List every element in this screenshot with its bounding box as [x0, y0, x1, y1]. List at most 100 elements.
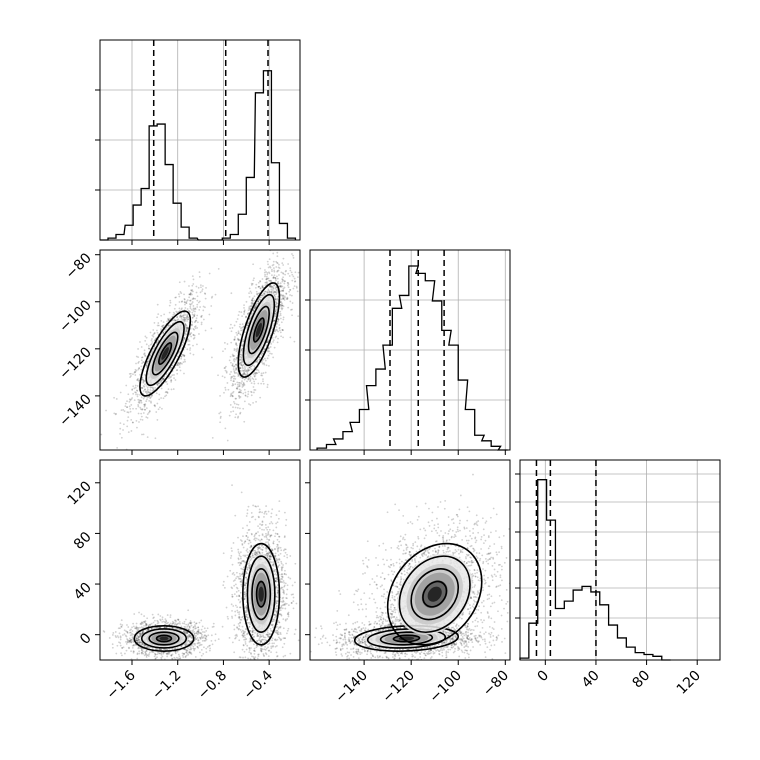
sample-point	[170, 375, 172, 378]
sample-point	[185, 642, 188, 645]
sample-point	[138, 360, 140, 363]
sample-point	[254, 305, 256, 308]
sample-point	[265, 364, 268, 367]
sample-point	[231, 395, 234, 397]
sample-point	[252, 297, 254, 299]
sample-point	[281, 272, 284, 274]
sample-point	[153, 339, 156, 342]
sample-point	[246, 313, 249, 315]
sample-point	[146, 360, 149, 363]
sample-point	[271, 264, 274, 267]
y-tick-label-p0-0: −80	[63, 250, 95, 282]
sample-point	[264, 273, 266, 276]
sample-point	[242, 381, 245, 384]
sample-point	[128, 637, 131, 640]
sample-point	[285, 242, 287, 244]
sample-point	[149, 391, 152, 394]
sample-point	[159, 648, 162, 651]
sample-point	[233, 349, 236, 352]
sample-point	[174, 622, 177, 625]
sample-point	[259, 280, 262, 283]
sample-point	[192, 626, 195, 628]
sample-point	[166, 392, 169, 394]
sample-point	[187, 327, 189, 329]
sample-point	[224, 388, 227, 391]
sample-point	[254, 372, 257, 375]
sample-point	[225, 370, 228, 373]
sample-point	[126, 425, 129, 428]
sample-point	[187, 628, 190, 631]
sample-point	[100, 433, 103, 436]
sample-point	[194, 297, 197, 300]
sample-point	[136, 629, 139, 632]
sample-point	[175, 296, 177, 299]
sample-point	[156, 383, 159, 386]
sample-point	[194, 627, 196, 630]
sample-point	[235, 363, 238, 366]
sample-point	[214, 293, 217, 296]
sample-point	[270, 285, 273, 287]
sample-point	[253, 388, 256, 391]
sample-point	[143, 361, 145, 364]
sample-point	[185, 651, 188, 654]
sample-point	[154, 437, 157, 440]
sample-point	[191, 293, 193, 296]
sample-point	[170, 388, 173, 391]
sample-point	[122, 429, 124, 431]
sample-point	[137, 398, 140, 401]
sample-point	[262, 292, 265, 295]
sample-point	[143, 380, 146, 382]
sample-point	[171, 657, 173, 660]
sample-point	[145, 364, 148, 367]
sample-point	[134, 386, 137, 389]
sample-point	[237, 375, 240, 377]
sample-point	[123, 629, 126, 632]
sample-point	[234, 369, 237, 371]
sample-point	[161, 325, 164, 328]
sample-point	[240, 327, 242, 330]
sample-point	[150, 339, 153, 342]
sample-point	[176, 647, 179, 649]
sample-point	[286, 281, 289, 284]
sample-point	[187, 643, 189, 646]
sample-point	[135, 622, 138, 625]
sample-point	[232, 359, 235, 361]
sample-point	[165, 326, 168, 329]
sample-point	[294, 280, 297, 283]
sample-point	[182, 340, 185, 343]
sample-point	[189, 292, 192, 295]
sample-point	[231, 395, 234, 398]
sample-point	[198, 642, 201, 644]
sample-point	[286, 298, 289, 301]
sample-point	[202, 631, 204, 633]
sample-point	[270, 290, 273, 293]
sample-point	[178, 350, 181, 353]
sample-point	[167, 621, 169, 624]
sample-point	[169, 622, 172, 625]
sample-point	[189, 293, 192, 296]
sample-point	[271, 285, 274, 288]
sample-point	[156, 419, 159, 421]
sample-point	[177, 362, 180, 364]
sample-point	[200, 643, 203, 646]
sample-point	[242, 383, 245, 386]
sample-point	[180, 315, 183, 318]
sample-point	[276, 302, 279, 305]
sample-point	[126, 406, 128, 409]
sample-point	[267, 289, 270, 292]
sample-point	[136, 628, 138, 631]
sample-point	[131, 646, 134, 649]
sample-point	[198, 271, 201, 274]
sample-point	[240, 391, 243, 394]
sample-point	[281, 304, 284, 307]
sample-point	[152, 333, 155, 336]
sample-point	[282, 305, 285, 308]
sample-point	[144, 622, 147, 625]
sample-point	[243, 420, 246, 423]
sample-point	[279, 284, 282, 287]
sample-point	[230, 292, 233, 295]
sample-point	[132, 641, 135, 643]
sample-point	[129, 407, 132, 410]
sample-point	[281, 280, 284, 283]
sample-point	[134, 371, 136, 373]
